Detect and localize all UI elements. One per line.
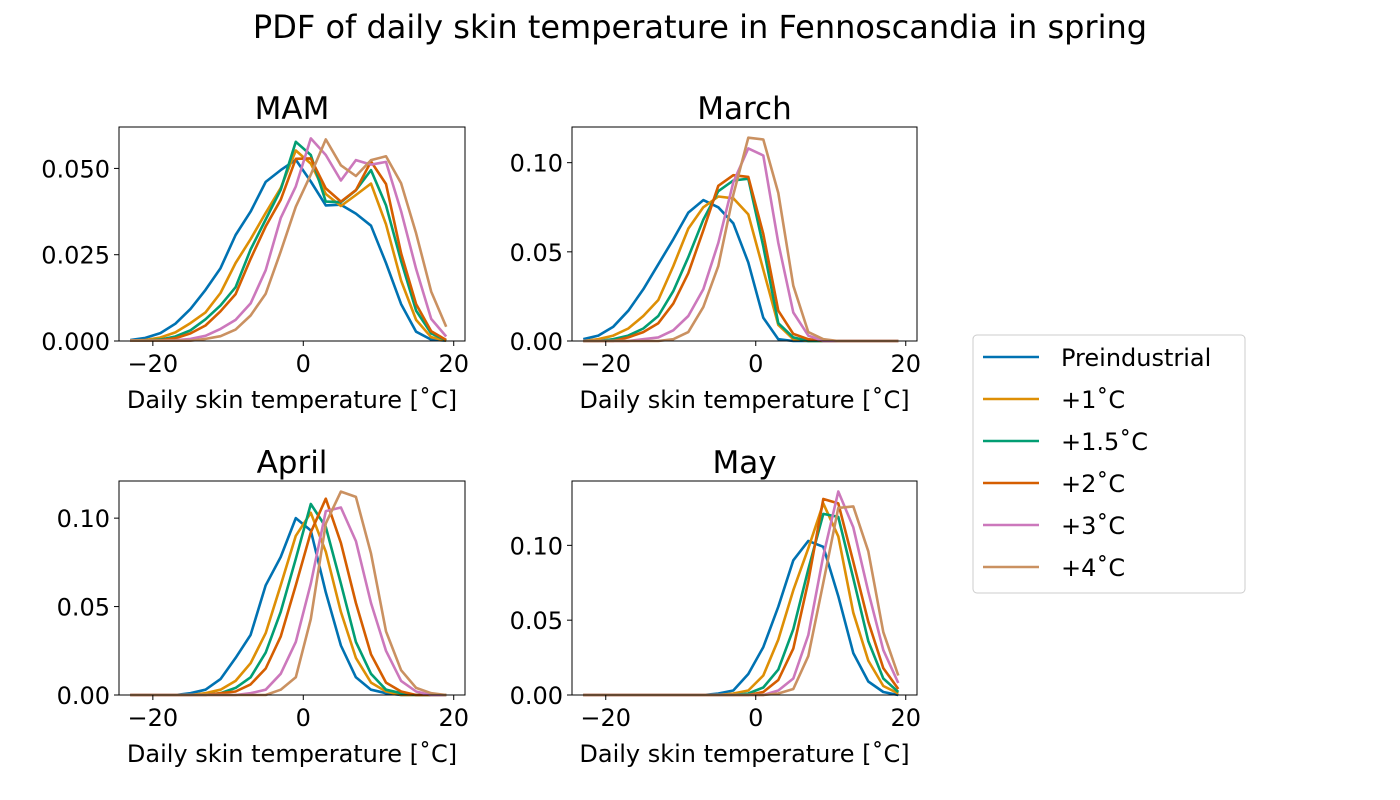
legend-label: +1˚C [1061, 386, 1125, 414]
panel-mam-xtick-label: 20 [438, 350, 469, 378]
panel-april-ytick-label: 0.10 [57, 505, 110, 533]
panel-may-ytick-label: 0.05 [510, 607, 563, 635]
panel-april: −20 0 20 0.00 0.05 0.10 Daily skin temperature… [57, 445, 469, 768]
panel-march-xtick-label: −20 [580, 350, 631, 378]
legend-label: Preindustrial [1061, 344, 1211, 372]
panel-march-line-plus-1-5-c [583, 177, 899, 343]
panel-march-ytick-label: 0.05 [510, 239, 563, 267]
panel-mam-line-plus-1-5-c [130, 140, 447, 343]
panel-april-ytick-label: 0.00 [57, 682, 110, 710]
panel-may-line-plus-1-c [583, 502, 899, 697]
panel-march-xlabel: Daily skin temperature [˚C] [579, 386, 909, 414]
legend-label: +1.5˚C [1061, 428, 1148, 456]
panel-april-ytick-label: 0.05 [57, 594, 110, 622]
panel-march-ytick-label: 0.00 [510, 328, 563, 356]
panel-mam-ytick-label: 0.050 [41, 155, 110, 183]
panel-mam-xtick-label: 0 [296, 350, 311, 378]
panel-may-xtick-label: −20 [580, 704, 631, 732]
panel-april-xlabel: Daily skin temperature [˚C] [127, 740, 457, 768]
panel-april-xtick-label: −20 [128, 704, 179, 732]
panel-may-title: May [712, 445, 776, 481]
panel-may-ytick-label: 0.00 [510, 682, 563, 710]
panel-march-title: March [697, 91, 792, 127]
legend-frame [972, 334, 1246, 594]
panel-mam-ytick-label: 0.025 [41, 242, 110, 270]
panel-april-title: April [257, 445, 328, 481]
panel-april-xtick-label: 20 [438, 704, 469, 732]
legend-entry-plus-3-c: +3˚C [983, 512, 1125, 540]
panel-mam: −20 0 20 0.000 0.025 0.050 Daily skin temperat… [41, 91, 469, 414]
panel-march-axes-frame [571, 126, 918, 342]
panel-mam-xtick-label: −20 [128, 350, 179, 378]
panel-march-xtick-label: 0 [748, 350, 763, 378]
legend: Preindustrial +1˚C +1.5˚C +2˚C +3˚C +4˚C [972, 334, 1246, 594]
panel-may-xtick-label: 0 [748, 704, 763, 732]
panel-mam-axes-frame [118, 126, 466, 342]
panel-march-line-plus-1-c [583, 195, 899, 343]
legend-entry-plus-1-5-c: +1.5˚C [983, 428, 1148, 456]
panel-may-xlabel: Daily skin temperature [˚C] [579, 740, 909, 768]
figure-title: PDF of daily skin temperature in Fennosc… [252, 8, 1148, 46]
panel-may-ytick-label: 0.10 [510, 532, 563, 560]
legend-entry-plus-2-c: +2˚C [983, 470, 1125, 498]
panel-mam-title: MAM [255, 91, 330, 127]
panel-may-axes-frame [571, 480, 918, 696]
panel-april-line-plus-4-c [130, 490, 447, 697]
legend-entry-plus-1-c: +1˚C [983, 386, 1125, 414]
panel-march-line-preindustrial [582, 198, 899, 343]
legend-label: +3˚C [1061, 512, 1125, 540]
panel-march-ytick-label: 0.10 [510, 150, 563, 178]
panel-march: −20 0 20 0.00 0.05 0.10 Daily skin temperature… [510, 91, 921, 414]
legend-entry-plus-4-c: +4˚C [983, 554, 1125, 582]
panel-mam-ytick-label: 0.000 [41, 328, 110, 356]
panel-may: −20 0 20 0.00 0.05 0.10 Daily skin temperature… [510, 445, 921, 768]
panel-mam-xlabel: Daily skin temperature [˚C] [127, 386, 457, 414]
panel-may-xtick-label: 20 [890, 704, 921, 732]
panel-mam-line-plus-2-c [130, 157, 447, 343]
panel-april-axes-frame [118, 480, 466, 696]
legend-label: +2˚C [1061, 470, 1125, 498]
legend-entry-preindustrial: Preindustrial [983, 344, 1211, 372]
panel-march-xtick-label: 20 [890, 350, 921, 378]
panel-april-xtick-label: 0 [296, 704, 311, 732]
legend-label: +4˚C [1061, 554, 1125, 582]
panel-may-line-plus-3-c [583, 490, 900, 697]
panel-march-line-plus-2-c [583, 173, 899, 343]
